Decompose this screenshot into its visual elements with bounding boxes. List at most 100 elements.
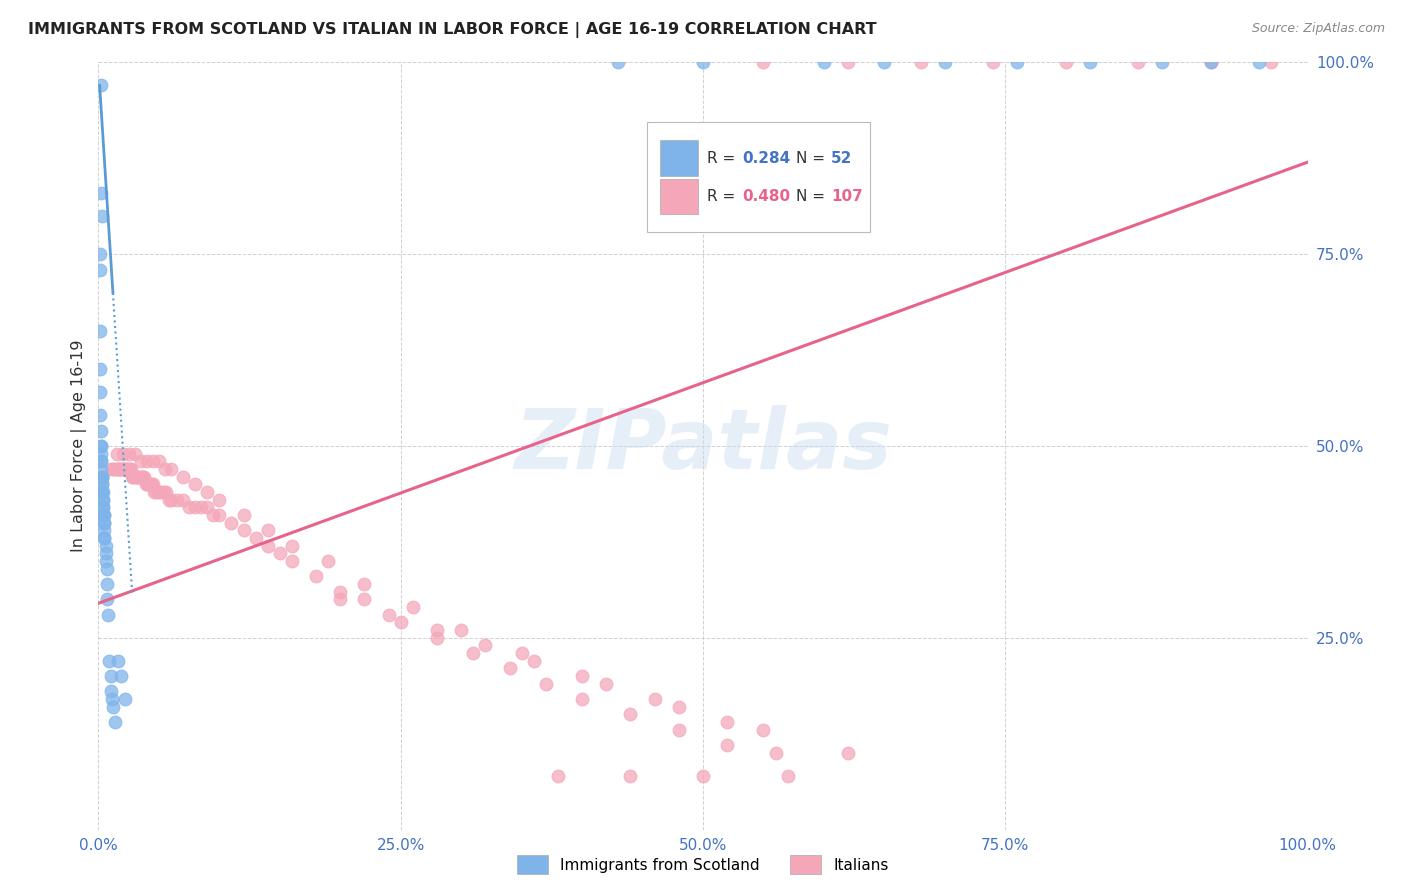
Point	[93, 508, 115, 522]
Point	[90, 439, 112, 453]
Point	[90, 78, 112, 93]
Point	[316, 554, 339, 568]
Point	[89, 324, 111, 338]
Point	[692, 769, 714, 783]
Point	[110, 669, 132, 683]
Point	[93, 508, 115, 522]
Point	[90, 454, 112, 468]
Point	[91, 508, 114, 522]
Point	[232, 508, 254, 522]
Point	[1152, 55, 1174, 70]
Point	[91, 492, 114, 507]
Point	[111, 462, 134, 476]
Point	[160, 492, 183, 507]
Point	[118, 462, 141, 476]
Point	[142, 477, 165, 491]
Point	[136, 477, 159, 491]
Point	[91, 500, 114, 515]
Point	[145, 485, 167, 500]
Point	[129, 469, 152, 483]
Point	[89, 385, 111, 400]
Text: 0.284: 0.284	[742, 151, 790, 166]
Point	[281, 554, 304, 568]
Point	[117, 462, 139, 476]
Point	[110, 462, 132, 476]
Point	[124, 447, 146, 461]
Point	[94, 554, 117, 568]
Point	[90, 447, 112, 461]
Point	[93, 516, 115, 530]
Point	[90, 462, 112, 476]
Text: 52: 52	[831, 151, 852, 166]
Point	[124, 469, 146, 483]
Point	[90, 439, 112, 453]
Point	[108, 462, 131, 476]
Legend: Immigrants from Scotland, Italians: Immigrants from Scotland, Italians	[512, 849, 894, 880]
Point	[114, 692, 136, 706]
Point	[122, 469, 145, 483]
Point	[90, 454, 112, 468]
Point	[135, 454, 157, 468]
Point	[172, 492, 194, 507]
Point	[1199, 55, 1222, 70]
Point	[619, 769, 641, 783]
Point	[91, 209, 114, 223]
Point	[1007, 55, 1029, 70]
Point	[112, 462, 135, 476]
Point	[104, 715, 127, 730]
Point	[716, 738, 738, 752]
Point	[127, 469, 149, 483]
Point	[184, 500, 207, 515]
Point	[107, 654, 129, 668]
Point	[135, 477, 157, 491]
Point	[619, 707, 641, 722]
Point	[93, 531, 115, 545]
Point	[510, 646, 533, 660]
Point	[91, 485, 114, 500]
Point	[190, 500, 212, 515]
Point	[104, 462, 127, 476]
Text: IMMIGRANTS FROM SCOTLAND VS ITALIAN IN LABOR FORCE | AGE 16-19 CORRELATION CHART: IMMIGRANTS FROM SCOTLAND VS ITALIAN IN L…	[28, 22, 877, 38]
Point	[389, 615, 412, 630]
Point	[132, 469, 155, 483]
Point	[523, 654, 546, 668]
Point	[114, 462, 136, 476]
Point	[377, 607, 399, 622]
Point	[91, 492, 114, 507]
Point	[93, 516, 115, 530]
Point	[776, 769, 799, 783]
Point	[120, 462, 142, 476]
Point	[305, 569, 328, 583]
Point	[595, 677, 617, 691]
Point	[1128, 55, 1150, 70]
Point	[127, 469, 149, 483]
Point	[118, 447, 141, 461]
Point	[256, 539, 278, 553]
Point	[150, 485, 173, 500]
Point	[221, 516, 243, 530]
Point	[91, 485, 114, 500]
Point	[450, 623, 472, 637]
Point	[153, 462, 176, 476]
Point	[91, 500, 114, 515]
Point	[752, 723, 775, 737]
Text: ZIPatlas: ZIPatlas	[515, 406, 891, 486]
Point	[426, 631, 449, 645]
Text: R =: R =	[707, 189, 741, 204]
Point	[91, 469, 114, 483]
Point	[96, 562, 118, 576]
Text: Source: ZipAtlas.com: Source: ZipAtlas.com	[1251, 22, 1385, 36]
Point	[668, 699, 690, 714]
Text: R =: R =	[707, 151, 741, 166]
Point	[353, 577, 375, 591]
Point	[139, 477, 162, 491]
Point	[128, 469, 150, 483]
Point	[208, 492, 231, 507]
Point	[981, 55, 1004, 70]
Point	[152, 485, 174, 500]
Point	[571, 692, 593, 706]
Point	[105, 462, 128, 476]
Point	[813, 55, 835, 70]
Text: 107: 107	[831, 189, 863, 204]
Point	[1199, 55, 1222, 70]
